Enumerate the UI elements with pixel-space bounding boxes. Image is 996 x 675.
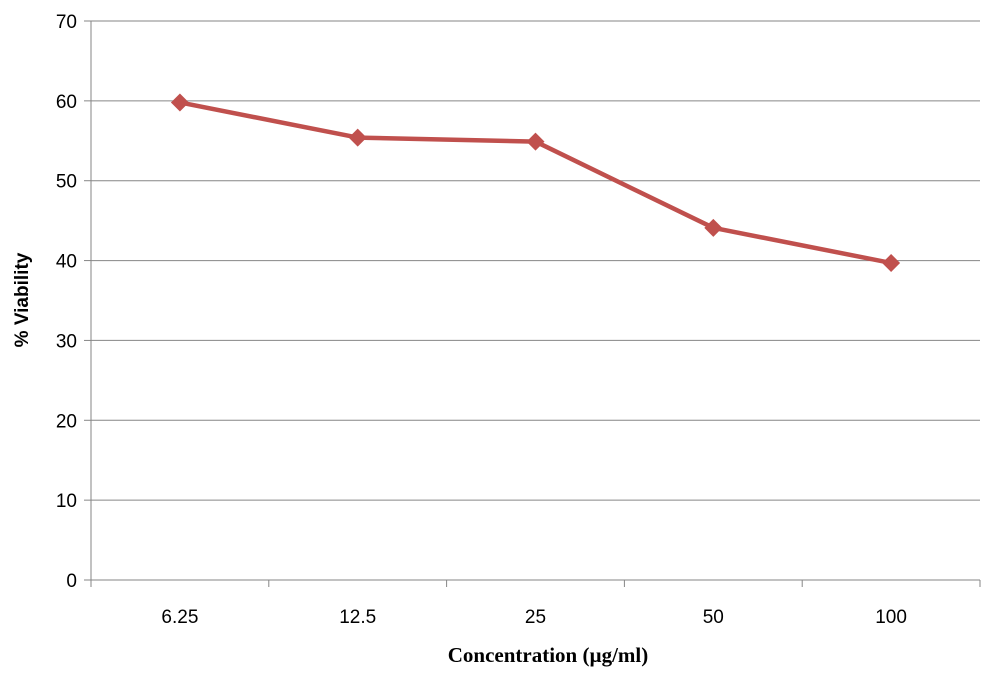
data-point-marker — [170, 93, 189, 112]
data-point-marker — [704, 218, 723, 237]
data-point-marker — [348, 128, 367, 147]
x-tick-label: 100 — [875, 607, 907, 628]
x-axis-title: Concentration (µg/ml) — [448, 643, 648, 667]
y-axis-title: % Viability — [12, 252, 33, 347]
series-line — [177, 100, 894, 266]
data-point-marker — [526, 132, 545, 151]
y-tick-label: 10 — [56, 491, 77, 512]
y-tick-label: 60 — [56, 92, 77, 113]
gridlines — [91, 20, 980, 501]
axes: 0 10 20 30 40 50 60 70 6.25 12.5 25 50 100 — [56, 12, 981, 628]
y-tick-label: 50 — [56, 172, 77, 193]
y-tick-label: 0 — [66, 571, 77, 592]
y-tick-label: 40 — [56, 252, 77, 273]
y-tick-label: 30 — [56, 331, 77, 352]
x-tick-label: 6.25 — [161, 607, 198, 628]
x-tick-label: 12.5 — [339, 607, 376, 628]
data-point-marker — [882, 253, 901, 272]
y-tick-label: 20 — [56, 411, 77, 432]
y-tick-label: 70 — [56, 12, 77, 33]
series — [170, 93, 901, 272]
x-tick-label: 50 — [703, 607, 724, 628]
x-tick-label: 25 — [525, 607, 546, 628]
